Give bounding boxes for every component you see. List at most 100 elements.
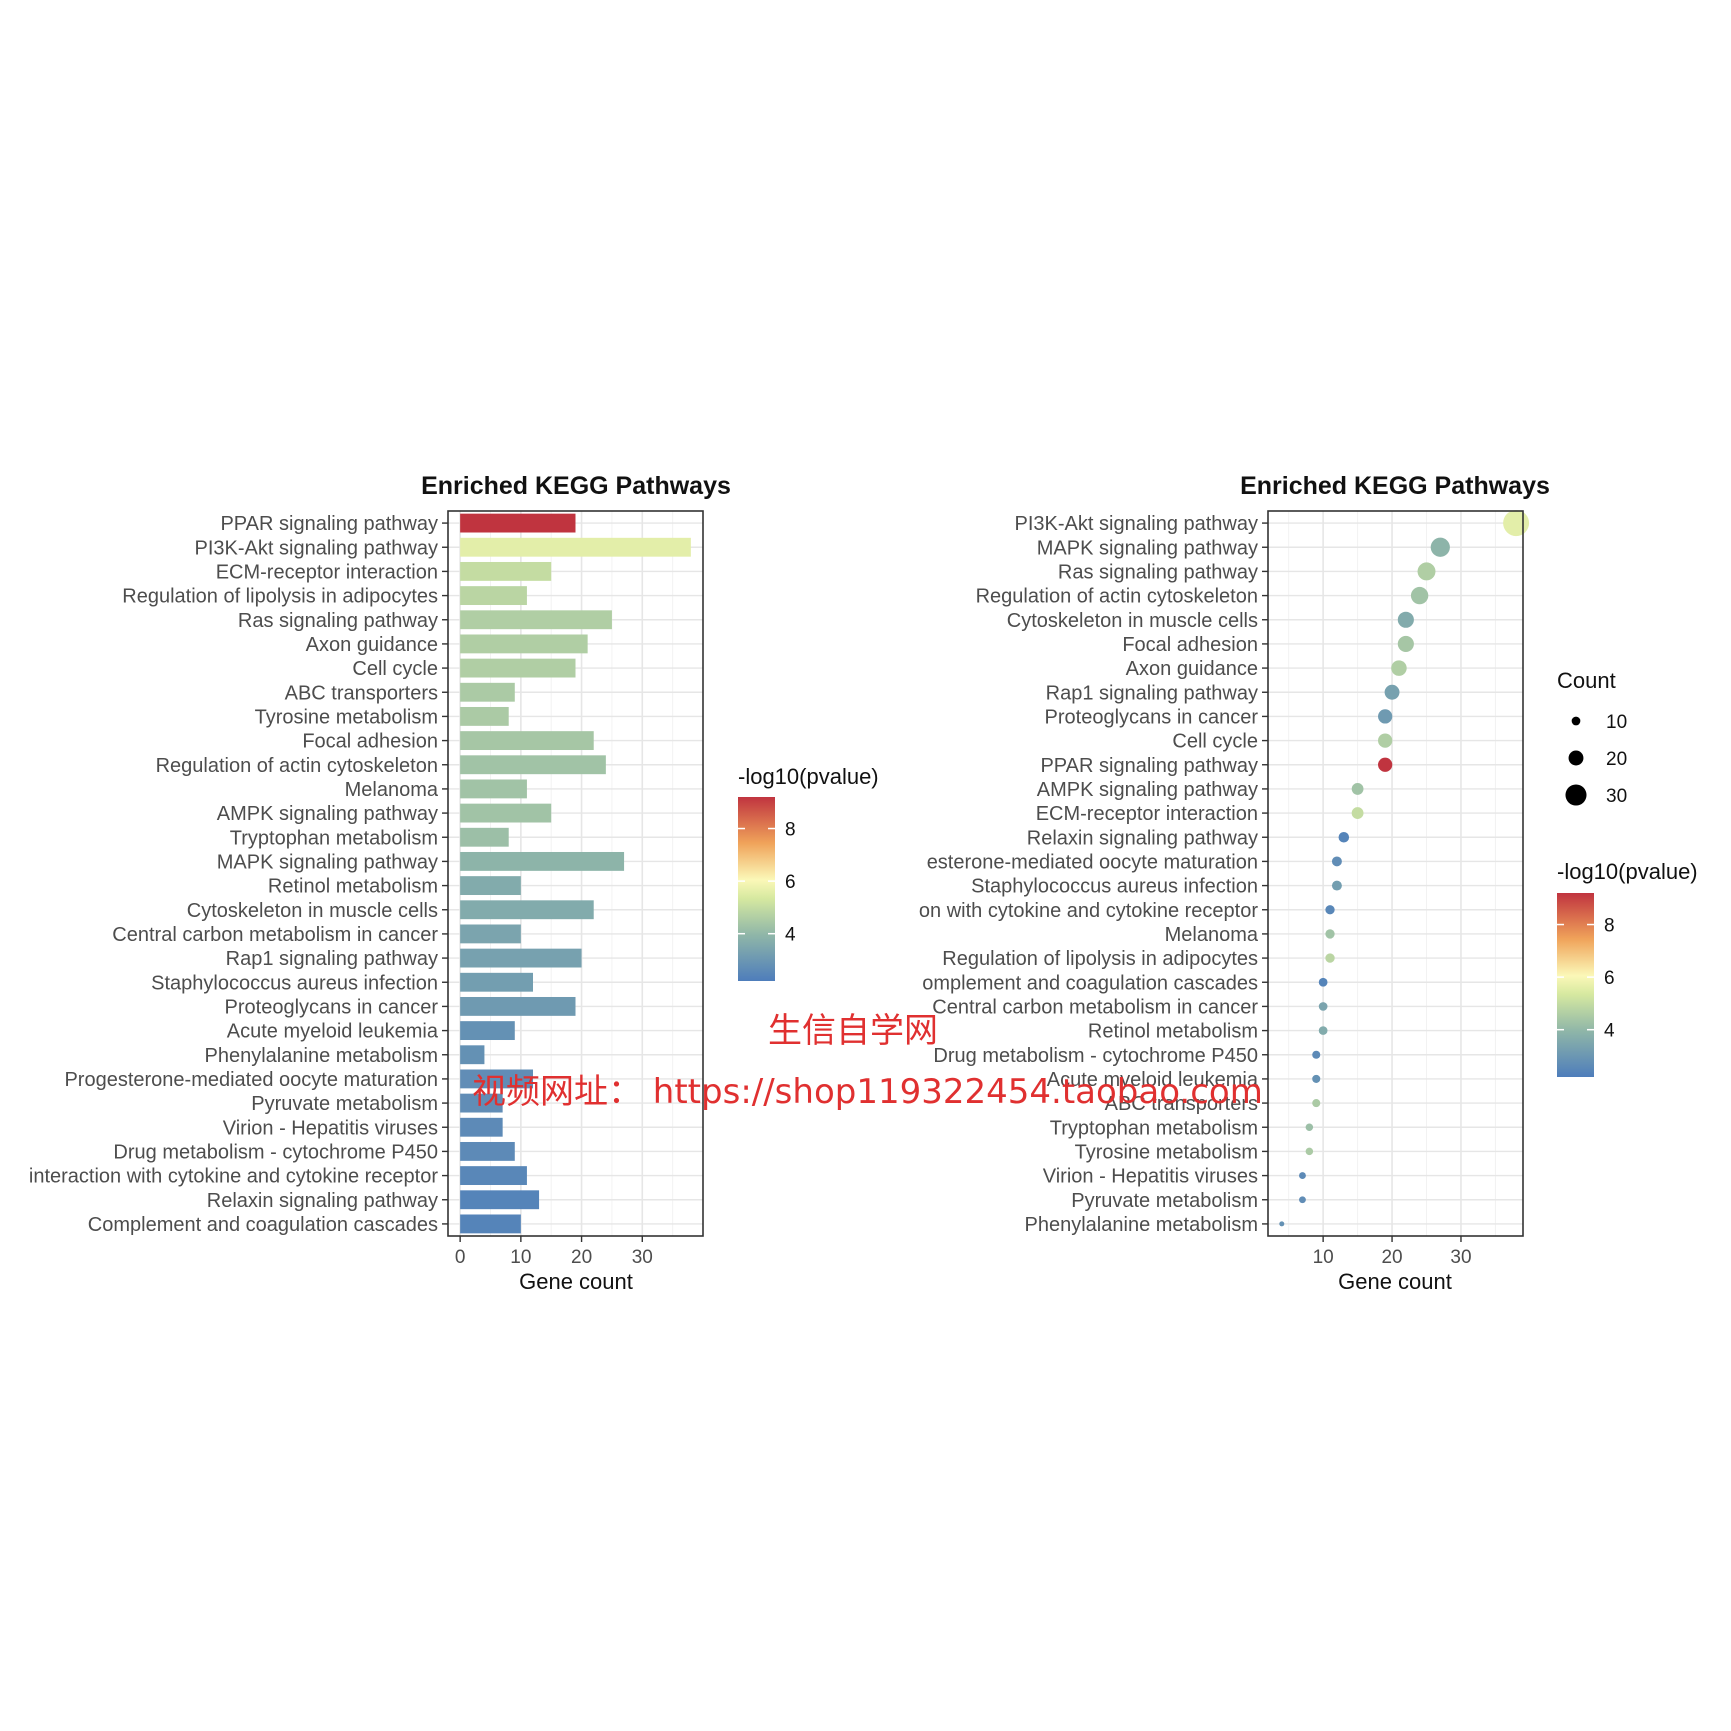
dot [1312,1099,1321,1108]
dot [1299,1172,1306,1180]
dot [1305,1147,1314,1156]
y-tick-label: Tryptophan metabolism [230,827,438,849]
dot-plot-background [1268,511,1523,1236]
colorbar-tick-label: 8 [785,820,796,841]
dot [1378,757,1393,772]
size-legend-label: 20 [1606,749,1627,770]
y-tick-label: Tryptophan metabolism [1050,1117,1258,1139]
watermark-line-1: 生信自学网 [768,1011,938,1051]
dot [1331,856,1342,867]
bar [460,658,576,678]
dot [1384,684,1400,700]
bar [460,924,521,944]
y-tick-label: Axon guidance [306,634,438,656]
dot [1331,880,1342,891]
y-tick-label: Proteoglycans in cancer [225,996,439,1018]
y-tick-label: MAPK signaling pathway [1037,537,1258,559]
y-tick-label: Tyrosine metabolism [255,706,438,728]
y-tick-label: Ras signaling pathway [1058,561,1258,583]
y-tick-label: MAPK signaling pathway [217,851,438,873]
bar [460,1045,485,1065]
y-tick-label: Phenylalanine metabolism [205,1045,438,1067]
dot-size-legend-items: 10 20 30 [1565,712,1627,807]
y-tick-label: Regulation of actin cytoskeleton [976,586,1258,608]
dot [1417,562,1436,581]
bar [460,513,576,533]
dot-gridlines [1268,511,1523,1236]
dot [1299,1196,1306,1204]
dot-x-ticks: 10 20 30 [1313,1236,1472,1268]
dot-color-legend: -log10(pvalue) 4 6 8 [1557,859,1698,1077]
y-tick-label: Pyruvate metabolism [251,1093,438,1115]
bar [460,755,606,775]
dot [1279,1221,1285,1227]
watermark: 生信自学网 视频网址： https://shop119322454.taobao… [472,1011,1263,1112]
y-tick-label: Cytoskeleton in muscle cells [187,900,438,922]
y-tick-label: Cytoskeleton in muscle cells [1007,610,1258,632]
y-tick-label: Ras signaling pathway [238,610,438,632]
bar-colorbar-ticks: 4 6 8 [738,820,796,946]
y-tick-label: Proteoglycans in cancer [1045,706,1259,728]
y-tick-label: PI3K-Akt signaling pathway [195,537,438,559]
bar [460,851,625,871]
y-tick-label: Tyrosine metabolism [1075,1141,1258,1163]
bar [460,779,527,799]
size-legend-dot [1565,784,1587,806]
bar [460,900,594,920]
y-tick-label: PPAR signaling pathway [1040,755,1258,777]
bar [460,586,527,606]
dot [1325,905,1335,915]
y-tick-label: Melanoma [1165,924,1259,946]
y-tick-label: Phenylalanine metabolism [1025,1214,1258,1236]
bar [460,561,552,581]
dot [1318,977,1328,987]
bar [460,1069,533,1089]
bar [460,1166,527,1186]
dot [1430,537,1450,557]
y-tick-label: ABC transporters [285,682,438,704]
y-tick-label: Staphylococcus aureus infection [151,972,438,994]
bar [460,803,552,823]
y-tick-label: omplement and coagulation cascades [922,972,1258,994]
x-tick-label: 10 [510,1247,531,1268]
dot [1338,831,1350,843]
y-tick-label: Cell cycle [1172,731,1258,753]
dot [1410,586,1429,605]
bar [460,731,594,751]
dot-size-legend-title: Count [1557,668,1616,693]
y-tick-label: esterone-mediated oocyte maturation [927,851,1258,873]
dot-size-legend: Count 10 20 30 [1557,668,1627,807]
x-tick-label: 20 [571,1247,592,1268]
y-tick-label: Central carbon metabolism in cancer [112,924,438,946]
bar [460,972,533,992]
dot [1397,635,1414,652]
y-tick-label: Cell cycle [352,658,438,680]
bar [460,1021,515,1041]
bar [460,1117,503,1137]
y-tick-label: Complement and coagulation cascades [88,1214,438,1236]
y-tick-label: Relaxin signaling pathway [207,1190,438,1212]
size-legend-label: 10 [1606,712,1627,733]
size-legend-dot [1568,750,1584,766]
y-tick-label: Acute myeloid leukemia [1047,1069,1259,1091]
y-tick-label: on with cytokine and cytokine receptor [919,900,1258,922]
dot-x-axis-title: Gene count [1338,1269,1452,1294]
dot [1312,1074,1321,1083]
y-tick-label: Progesterone-mediated oocyte maturation [64,1069,438,1091]
y-tick-label: Acute myeloid leukemia [227,1021,439,1043]
dot-colorbar-ticks: 4 6 8 [1557,916,1615,1042]
bar-chart-title: Enriched KEGG Pathways [421,472,731,500]
y-tick-label: ABC transporters [1105,1093,1258,1115]
size-legend-dot [1571,716,1581,726]
dot [1391,660,1407,676]
y-tick-label: Axon guidance [1126,658,1258,680]
dot [1503,510,1530,537]
bar [460,634,588,654]
dot [1378,709,1393,724]
bar-series [460,513,691,1234]
y-tick-label: PI3K-Akt signaling pathway [1015,513,1258,535]
y-tick-label: Pyruvate metabolism [1071,1190,1258,1212]
bar [460,948,582,968]
y-tick-label: ECM-receptor interaction [216,561,438,583]
y-tick-label: Central carbon metabolism in cancer [932,996,1258,1018]
